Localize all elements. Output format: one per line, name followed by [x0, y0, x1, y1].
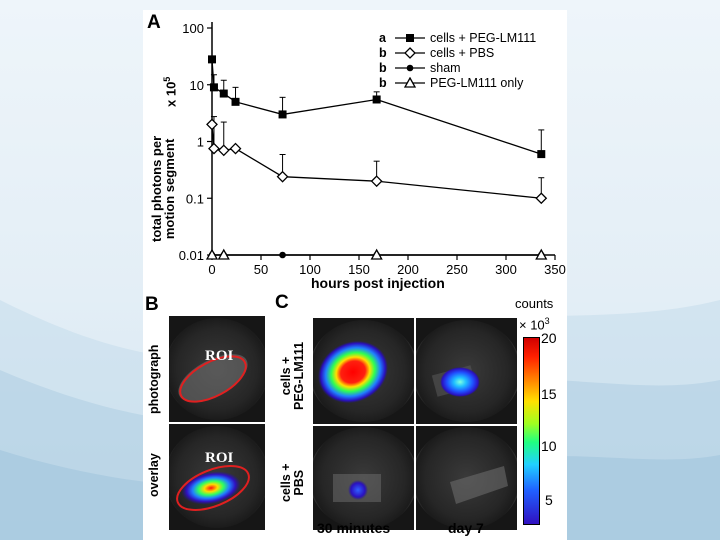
x-tick-label: 300	[495, 262, 517, 277]
chart-legend: a cells + PEG-LM111 b cells + PBS b sham b PEG-…	[379, 30, 565, 90]
x-axis-label: hours post injection	[311, 275, 445, 291]
x-tick-label: 200	[397, 262, 419, 277]
legend-entry: a cells + PEG-LM111	[379, 30, 565, 45]
chart-axes: 100 10 1 0.1 0.01 0 50 100 150 200 250 300 350	[179, 21, 566, 277]
series-point-1	[229, 142, 242, 155]
legend-marker	[404, 46, 416, 59]
colorbar-unit: × 103	[519, 316, 550, 332]
legend-entry: b cells + PBS	[379, 45, 565, 60]
dish-pbs-30min	[313, 426, 414, 530]
series-point-3	[370, 248, 383, 260]
dish-photograph: ROI	[169, 316, 265, 422]
y-axis-unit-exp: 5	[162, 76, 172, 82]
x-tick-label: 100	[299, 262, 321, 277]
series-point-0	[208, 55, 216, 64]
colorbar-tick-20: 20	[541, 330, 557, 346]
x-tick-label: 350	[544, 262, 566, 277]
y-axis-unit-base: x 10	[163, 81, 179, 107]
series-point-3	[217, 248, 230, 260]
legend-label: cells + PBS	[430, 45, 495, 60]
panel-b-label: B	[145, 294, 159, 315]
legend-marker	[406, 64, 414, 71]
legend-entry: b PEG-LM111 only	[379, 75, 565, 90]
colorbar-unit-exp: 3	[544, 316, 550, 326]
legend-letter: b	[379, 75, 387, 90]
dish-overlay: ROI	[169, 424, 265, 530]
row-label-cells-peg: cells + PEG-LM111	[279, 341, 306, 410]
chart-series	[205, 55, 548, 260]
line-chart: 100 10 1 0.1 0.01 0 50 100 150 200 250 300 350	[179, 21, 566, 277]
colorbar-tick-15: 15	[541, 386, 557, 402]
series-point-0	[278, 110, 287, 119]
x-tick-label: 150	[348, 262, 370, 277]
dish-peg-30min	[313, 318, 414, 424]
row-label-photograph: photograph	[147, 344, 161, 414]
y-axis-unit: x 105	[161, 76, 179, 107]
legend-letter: a	[379, 30, 386, 45]
row-label-cells-pbs: cells + PBS	[279, 463, 306, 502]
y-tick-label: 1	[197, 135, 204, 150]
series-point-0	[537, 150, 546, 159]
colorbar-unit-base: × 10	[519, 317, 545, 333]
series-point-1	[370, 175, 383, 188]
legend-marker	[406, 33, 414, 42]
legend-letter: b	[379, 60, 387, 75]
panel-a-label: A	[147, 12, 161, 33]
legend-marker	[403, 76, 417, 88]
row-label-overlay: overlay	[147, 453, 161, 497]
figure: A 100 10 1 0.1 0.01 0 50 100 150 200 250 300 350 tot…	[143, 10, 567, 540]
dish-peg-day7	[416, 318, 517, 424]
roi-label: ROI	[205, 348, 234, 364]
series-point-0	[219, 89, 228, 98]
y-tick-label: 10	[190, 78, 204, 93]
legend-entry: b sham	[379, 60, 565, 75]
legend-symbol	[395, 33, 425, 42]
x-tick-label: 250	[446, 262, 468, 277]
colorbar-title: counts	[515, 296, 554, 311]
legend-symbol	[395, 46, 425, 59]
legend-letter: b	[379, 45, 387, 60]
y-axis-label: total photons per motion segment	[149, 136, 177, 242]
colorbar-tick-5: 5	[545, 492, 553, 508]
colorbar-tick-10: 10	[541, 438, 557, 454]
series-point-1	[206, 118, 218, 131]
y-tick-label: 0.01	[179, 248, 204, 263]
legend-label: sham	[430, 60, 461, 75]
series-point-1	[217, 144, 230, 157]
y-axis-label-line2: motion segment	[162, 138, 177, 240]
series-point-0	[231, 97, 240, 106]
colorbar	[523, 337, 540, 525]
series-point-1	[208, 142, 220, 155]
time-label-30min: 30 minutes	[317, 520, 391, 536]
row-label-cells-peg-line2: PEG-LM111	[292, 341, 306, 410]
row-label-cells-pbs-line2: PBS	[292, 469, 306, 496]
x-tick-label: 0	[208, 262, 215, 277]
panel-c-label: C	[275, 292, 289, 313]
series-point-3	[535, 248, 548, 260]
time-label-day7: day 7	[448, 520, 484, 536]
series-point-1	[276, 170, 289, 183]
legend-label: cells + PEG-LM111	[430, 30, 537, 45]
y-tick-label: 0.1	[186, 191, 204, 206]
series-point-0	[372, 95, 381, 104]
dish-pbs-day7	[416, 426, 517, 530]
series-point-3	[205, 248, 219, 260]
roi-label-overlay: ROI	[205, 450, 234, 466]
legend-symbol	[395, 64, 425, 71]
legend-symbol	[395, 76, 425, 88]
series-point-0	[209, 83, 218, 92]
legend-label: PEG-LM111 only	[430, 75, 524, 90]
y-tick-label: 100	[182, 21, 204, 36]
x-tick-label: 50	[254, 262, 268, 277]
series-point-1	[535, 192, 548, 205]
